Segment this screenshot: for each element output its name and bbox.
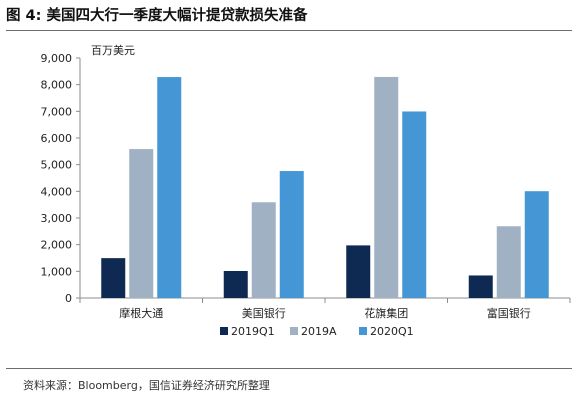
bar-2019q1-3 — [468, 275, 493, 298]
x-axis — [79, 297, 571, 303]
y-tick-label: 7,000 — [41, 105, 73, 118]
bar-2020q1-3 — [524, 191, 549, 298]
bar-2019a-2 — [374, 76, 399, 298]
figure-title: 图 4: 美国四大行一季度大幅计提贷款损失准备 — [6, 8, 308, 24]
category-label: 富国银行 — [487, 306, 531, 320]
category-labels: 摩根大通 美国银行 花旗集团 富国银行 — [119, 306, 531, 320]
legend: 2019Q1 2019A 2020Q1 — [220, 325, 414, 338]
y-axis: 0 1,000 2,000 3,000 4,000 5,000 6,000 7,000 8,00… — [41, 52, 81, 305]
legend-swatch-2019a — [290, 327, 298, 335]
source-note: 资料来源：Bloomberg，国信证券经济研究所整理 — [23, 379, 270, 392]
y-tick-label: 5,000 — [41, 159, 73, 172]
bar-2019q1-2 — [346, 245, 371, 298]
bar-2020q1-0 — [157, 77, 182, 298]
bottom-divider — [6, 368, 572, 369]
bars — [101, 76, 549, 298]
legend-label: 2020Q1 — [370, 325, 414, 338]
y-tick-label: 0 — [65, 292, 72, 305]
y-tick-label: 2,000 — [41, 239, 73, 252]
y-tick-label: 4,000 — [41, 185, 73, 198]
bar-2019a-1 — [251, 202, 276, 298]
legend-label: 2019Q1 — [231, 325, 275, 338]
y-tick-label: 6,000 — [41, 132, 73, 145]
bar-2019a-3 — [496, 226, 521, 298]
y-tick-label: 9,000 — [41, 52, 73, 65]
y-tick-label: 8,000 — [41, 79, 73, 92]
category-label: 花旗集团 — [364, 306, 408, 320]
category-label: 摩根大通 — [119, 306, 163, 320]
bar-2020q1-1 — [279, 171, 304, 298]
legend-label: 2019A — [301, 325, 337, 338]
title-divider — [6, 30, 572, 31]
legend-swatch-2019q1 — [220, 327, 228, 335]
y-tick-label: 1,000 — [41, 265, 73, 278]
unit-label: 百万美元 — [91, 44, 135, 57]
category-label: 美国银行 — [242, 306, 286, 320]
bar-2019q1-0 — [101, 258, 126, 298]
bar-2019a-0 — [129, 149, 154, 298]
legend-swatch-2020q1 — [359, 327, 367, 335]
y-tick-label: 3,000 — [41, 212, 73, 225]
bar-2019q1-1 — [223, 270, 248, 298]
bar-2020q1-2 — [402, 111, 427, 298]
